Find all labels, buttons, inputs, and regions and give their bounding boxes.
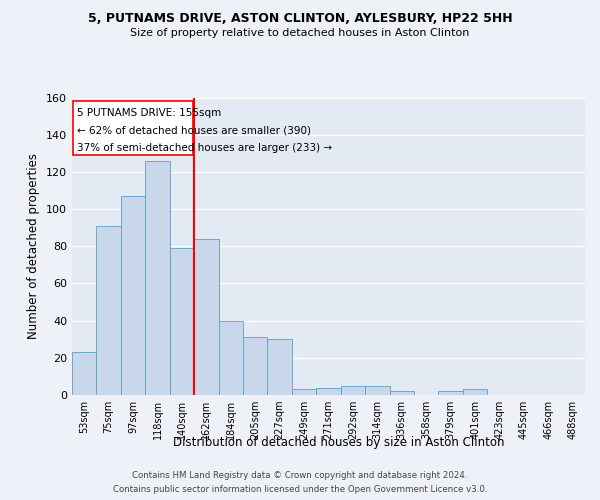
Bar — [292, 390, 316, 395]
Bar — [194, 239, 218, 395]
Text: 5 PUTNAMS DRIVE: 155sqm: 5 PUTNAMS DRIVE: 155sqm — [77, 108, 221, 118]
Bar — [439, 392, 463, 395]
Text: ← 62% of detached houses are smaller (390): ← 62% of detached houses are smaller (39… — [77, 126, 311, 136]
Bar — [72, 352, 97, 395]
Bar — [218, 320, 243, 395]
Bar — [365, 386, 389, 395]
Bar — [243, 338, 268, 395]
Bar — [463, 390, 487, 395]
Text: 5, PUTNAMS DRIVE, ASTON CLINTON, AYLESBURY, HP22 5HH: 5, PUTNAMS DRIVE, ASTON CLINTON, AYLESBU… — [88, 12, 512, 26]
Bar — [121, 196, 145, 395]
Text: 37% of semi-detached houses are larger (233) →: 37% of semi-detached houses are larger (… — [77, 143, 332, 153]
Bar — [316, 388, 341, 395]
FancyBboxPatch shape — [73, 101, 193, 155]
Text: Size of property relative to detached houses in Aston Clinton: Size of property relative to detached ho… — [130, 28, 470, 38]
Bar — [170, 248, 194, 395]
Bar — [145, 160, 170, 395]
Bar — [341, 386, 365, 395]
Bar — [268, 339, 292, 395]
Bar — [389, 392, 414, 395]
Text: Contains HM Land Registry data © Crown copyright and database right 2024.: Contains HM Land Registry data © Crown c… — [132, 472, 468, 480]
Y-axis label: Number of detached properties: Number of detached properties — [28, 153, 40, 340]
Text: Contains public sector information licensed under the Open Government Licence v3: Contains public sector information licen… — [113, 484, 487, 494]
Bar — [97, 226, 121, 395]
Text: Distribution of detached houses by size in Aston Clinton: Distribution of detached houses by size … — [173, 436, 505, 449]
